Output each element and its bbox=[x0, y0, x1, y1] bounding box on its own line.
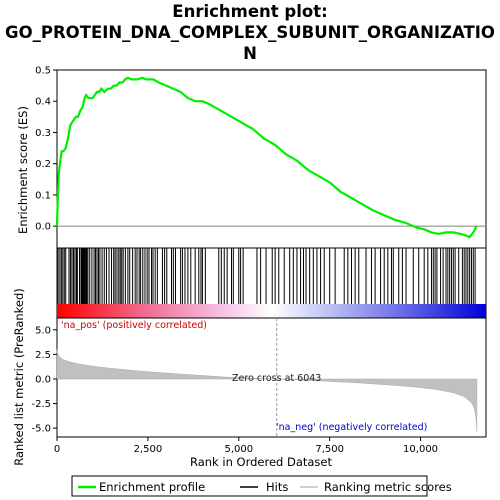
legend-label-hits: Hits bbox=[266, 480, 288, 494]
zero-cross-label: Zero cross at 6043 bbox=[232, 373, 321, 384]
legend-label-enrichment-profile: Enrichment profile bbox=[99, 480, 205, 494]
rank-color-bar bbox=[57, 304, 486, 318]
positive-correlation-label: 'na_pos' (positively correlated) bbox=[61, 320, 207, 331]
negative-correlation-label: 'na_neg' (negatively correlated) bbox=[276, 422, 427, 433]
x-tick-label: 10,000 bbox=[403, 444, 438, 455]
metric-y-tick-label: -2.5 bbox=[31, 399, 51, 410]
metric-y-axis-label: Ranked list metric (PreRanked) bbox=[12, 288, 26, 466]
es-y-axis-label: Enrichment score (ES) bbox=[16, 106, 30, 234]
chart-title-line3: N bbox=[243, 44, 257, 63]
metric-y-tick-label: 0.0 bbox=[35, 374, 51, 385]
metric-y-tick-label: -5.0 bbox=[31, 424, 51, 435]
metric-y-tick-label: 5.0 bbox=[35, 325, 51, 336]
chart-title-line2: GO_PROTEIN_DNA_COMPLEX_SUBUNIT_ORGANIZAT… bbox=[5, 23, 495, 42]
x-tick-label: 5,000 bbox=[224, 444, 253, 455]
es-y-axis: 0.0 0.1 0.2 0.3 0.4 0.5 bbox=[35, 66, 57, 233]
rank-x-axis: 0 2,500 5,000 7,500 10,000 bbox=[54, 437, 438, 455]
x-tick-label: 0 bbox=[54, 444, 60, 455]
es-y-tick-label: 0.3 bbox=[35, 128, 51, 139]
metric-y-axis: 5.0 2.5 0.0 -2.5 -5.0 bbox=[31, 325, 57, 434]
es-y-tick-label: 0.5 bbox=[35, 66, 51, 77]
es-y-tick-label: 0.2 bbox=[35, 159, 51, 170]
es-panel-frame bbox=[57, 70, 486, 248]
legend-label-ranking-metric: Ranking metric scores bbox=[324, 480, 452, 494]
es-y-tick-label: 0.1 bbox=[35, 190, 51, 201]
x-tick-label: 7,500 bbox=[315, 444, 344, 455]
metric-y-tick-label: 2.5 bbox=[35, 350, 51, 361]
es-y-tick-label: 0.0 bbox=[35, 222, 51, 233]
x-tick-label: 2,500 bbox=[134, 444, 163, 455]
x-axis-label: Rank in Ordered Dataset bbox=[190, 455, 333, 469]
es-y-tick-label: 0.4 bbox=[35, 97, 51, 108]
chart-title-line1: Enrichment plot: bbox=[172, 2, 327, 21]
